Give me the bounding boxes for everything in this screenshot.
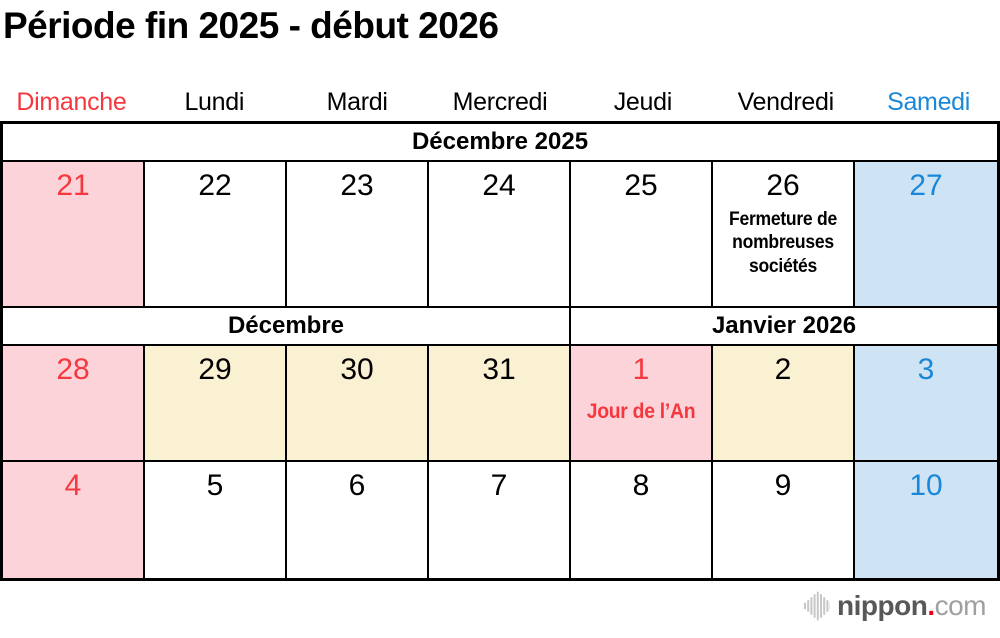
day-number: 30 xyxy=(287,353,427,386)
weekday-monday: Lundi xyxy=(143,88,286,117)
day-number: 31 xyxy=(429,353,569,386)
page-title: Période fin 2025 - début 2026 xyxy=(3,6,1000,47)
month-banner-december-2025: Décembre 2025 xyxy=(3,124,997,162)
day-number: 3 xyxy=(855,353,997,386)
calendar-table: Décembre 2025 21 22 23 24 25 26 Fermetur… xyxy=(0,121,1000,581)
day-number: 22 xyxy=(145,169,285,202)
logo-name: nippon xyxy=(837,590,927,621)
day-cell-jan-1: 1 Jour de l’An xyxy=(571,346,713,462)
day-number: 8 xyxy=(571,469,711,502)
month-banner-january-2026: Janvier 2026 xyxy=(571,308,997,344)
day-number: 6 xyxy=(287,469,427,502)
calendar-week-row-1: 21 22 23 24 25 26 Fermeture de nombreuse… xyxy=(3,162,997,308)
day-cell-jan-7: 7 xyxy=(429,462,571,578)
weekday-header-row: Dimanche Lundi Mardi Mercredi Jeudi Vend… xyxy=(0,88,1000,118)
day-cell-dec-22: 22 xyxy=(145,162,287,308)
day-number: 26 xyxy=(713,169,853,202)
day-cell-dec-30: 30 xyxy=(287,346,429,462)
day-cell-dec-21: 21 xyxy=(3,162,145,308)
logo-dot: . xyxy=(927,590,934,621)
day-number: 25 xyxy=(571,169,711,202)
day-number: 21 xyxy=(3,169,143,202)
logo-wordmark: nippon.com xyxy=(837,592,986,620)
day-cell-jan-2: 2 xyxy=(713,346,855,462)
day-number: 29 xyxy=(145,353,285,386)
day-note-new-years-day: Jour de l’An xyxy=(578,398,704,424)
day-cell-dec-25: 25 xyxy=(571,162,713,308)
day-number: 10 xyxy=(855,469,997,502)
day-cell-dec-26: 26 Fermeture de nombreuses sociétés xyxy=(713,162,855,308)
day-number: 2 xyxy=(713,353,853,386)
day-cell-jan-9: 9 xyxy=(713,462,855,578)
day-number: 24 xyxy=(429,169,569,202)
day-cell-jan-3: 3 xyxy=(855,346,997,462)
day-number: 23 xyxy=(287,169,427,202)
month-banner-december: Décembre xyxy=(3,308,571,344)
weekday-saturday: Samedi xyxy=(857,88,1000,117)
weekday-wednesday: Mercredi xyxy=(429,88,572,117)
day-cell-dec-28: 28 xyxy=(3,346,145,462)
day-cell-jan-10: 10 xyxy=(855,462,997,578)
day-number: 28 xyxy=(3,353,143,386)
day-cell-dec-31: 31 xyxy=(429,346,571,462)
day-cell-dec-27: 27 xyxy=(855,162,997,308)
calendar-infographic: Période fin 2025 - début 2026 Dimanche L… xyxy=(0,6,1000,638)
day-cell-dec-29: 29 xyxy=(145,346,287,462)
day-note-company-closures: Fermeture de nombreuses sociétés xyxy=(720,208,846,279)
day-number: 9 xyxy=(713,469,853,502)
month-banner-split-row: Décembre Janvier 2026 xyxy=(3,308,997,346)
footer-bar: nippon.com xyxy=(0,581,1000,632)
weekday-sunday: Dimanche xyxy=(0,88,143,117)
day-number: 5 xyxy=(145,469,285,502)
sound-wave-icon xyxy=(804,591,830,621)
day-cell-jan-5: 5 xyxy=(145,462,287,578)
day-number: 7 xyxy=(429,469,569,502)
weekday-friday: Vendredi xyxy=(714,88,857,117)
calendar-week-row-3: 4 5 6 7 8 9 10 xyxy=(3,462,997,578)
day-cell-dec-23: 23 xyxy=(287,162,429,308)
day-number: 27 xyxy=(855,169,997,202)
day-cell-dec-24: 24 xyxy=(429,162,571,308)
day-cell-jan-4: 4 xyxy=(3,462,145,578)
day-number: 1 xyxy=(571,353,711,386)
nippon-com-logo: nippon.com xyxy=(804,591,986,621)
weekday-tuesday: Mardi xyxy=(286,88,429,117)
calendar-week-row-2: 28 29 30 31 1 Jour de l’An 2 3 xyxy=(3,346,997,462)
day-cell-jan-6: 6 xyxy=(287,462,429,578)
day-number: 4 xyxy=(3,469,143,502)
logo-tld: com xyxy=(935,590,986,621)
weekday-thursday: Jeudi xyxy=(571,88,714,117)
day-cell-jan-8: 8 xyxy=(571,462,713,578)
